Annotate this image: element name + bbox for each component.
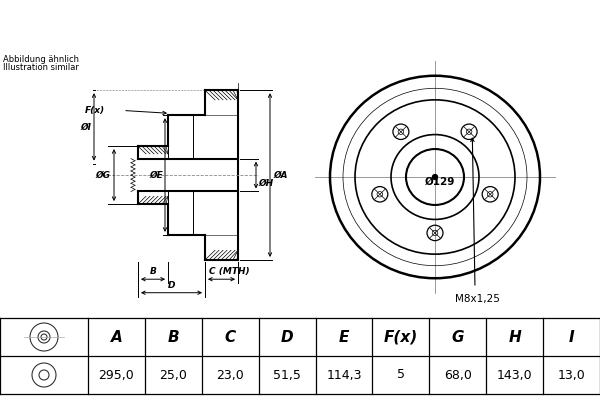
Text: F(x): F(x) [384,330,418,344]
Text: ØG: ØG [95,170,110,180]
Text: H: H [508,330,521,344]
Text: A: A [110,330,122,344]
Text: ØI: ØI [80,122,91,131]
Text: 51,5: 51,5 [273,368,301,382]
Text: Abbildung ähnlich: Abbildung ähnlich [3,56,79,64]
Text: ØA: ØA [273,170,287,180]
Text: D: D [168,281,175,290]
Text: F(x): F(x) [85,106,105,115]
Text: 23,0: 23,0 [217,368,244,382]
Text: E: E [339,330,349,344]
Text: 5: 5 [397,368,405,382]
Text: B: B [149,267,157,276]
Text: 68,0: 68,0 [444,368,472,382]
Text: D: D [281,330,293,344]
Text: G: G [452,330,464,344]
Text: 143,0: 143,0 [497,368,532,382]
Text: M8x1,25: M8x1,25 [455,294,499,304]
Text: 114,3: 114,3 [326,368,362,382]
Text: Ø129: Ø129 [425,177,455,187]
Text: I: I [569,330,574,344]
Text: 24.0125-0208.1    425208: 24.0125-0208.1 425208 [140,11,460,31]
Text: C (MTH): C (MTH) [209,267,250,276]
Text: C: C [224,330,236,344]
Text: 295,0: 295,0 [98,368,134,382]
Circle shape [433,174,437,180]
Text: B: B [167,330,179,344]
Text: 13,0: 13,0 [557,368,586,382]
Text: 25,0: 25,0 [160,368,187,382]
Text: Illustration similar: Illustration similar [3,63,79,72]
Text: ØH: ØH [258,178,273,187]
Text: ØE: ØE [149,170,163,180]
